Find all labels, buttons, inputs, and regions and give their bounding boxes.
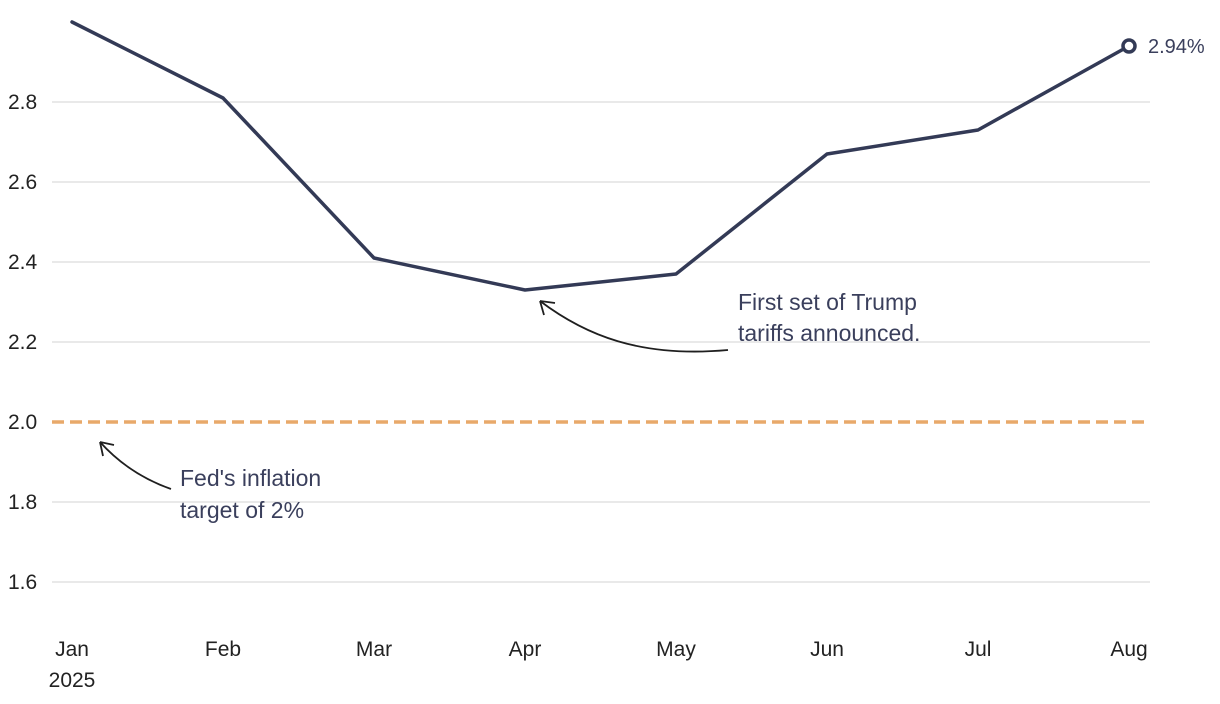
y-tick-label: 2.4 bbox=[8, 251, 38, 274]
x-tick-label: Jul bbox=[965, 638, 992, 661]
annotation-fed-target: Fed's inflation target of 2% bbox=[99, 441, 321, 523]
x-tick-label: Jan bbox=[55, 638, 89, 661]
annotation-tariffs-line2: tariffs announced. bbox=[738, 320, 920, 346]
x-tick-label: Mar bbox=[356, 638, 392, 661]
x-year-label: 2025 bbox=[49, 669, 96, 692]
annotation-fed-line1: Fed's inflation bbox=[180, 465, 321, 491]
annotation-tariffs-line1: First set of Trump bbox=[738, 289, 917, 315]
annotation-fed-arrowhead bbox=[99, 441, 115, 457]
annotation-tariffs-arrow bbox=[539, 300, 729, 353]
end-point-marker bbox=[1121, 38, 1137, 54]
series-line bbox=[70, 20, 1131, 292]
annotation-tariffs: First set of Trump tariffs announced. bbox=[539, 289, 920, 353]
y-tick-label: 2.8 bbox=[8, 91, 37, 114]
annotation-fed-arrow bbox=[99, 441, 172, 490]
y-tick-label: 1.6 bbox=[8, 571, 37, 594]
x-tick-label: May bbox=[656, 638, 696, 661]
annotation-fed-line2: target of 2% bbox=[180, 497, 304, 523]
y-tick-label: 2.0 bbox=[8, 411, 37, 434]
series-layer: 2.94% bbox=[70, 20, 1205, 292]
y-tick-label: 2.2 bbox=[8, 331, 37, 354]
y-tick-label: 1.8 bbox=[8, 491, 37, 514]
x-tick-label: Jun bbox=[810, 638, 844, 661]
y-tick-label: 2.6 bbox=[8, 171, 37, 194]
x-tick-label: Feb bbox=[205, 638, 241, 661]
gridlines bbox=[52, 101, 1150, 583]
y-axis-ticks: 1.6 1.8 2.0 2.2 2.4 2.6 2.8 bbox=[8, 91, 38, 594]
x-axis-ticks: Jan Feb Mar Apr May Jun Jul Aug 2025 bbox=[49, 638, 1148, 692]
end-value-label: 2.94% bbox=[1148, 36, 1205, 58]
x-tick-label: Aug bbox=[1110, 638, 1147, 661]
x-tick-label: Apr bbox=[509, 638, 542, 661]
annotation-tariffs-arrowhead bbox=[539, 300, 556, 316]
